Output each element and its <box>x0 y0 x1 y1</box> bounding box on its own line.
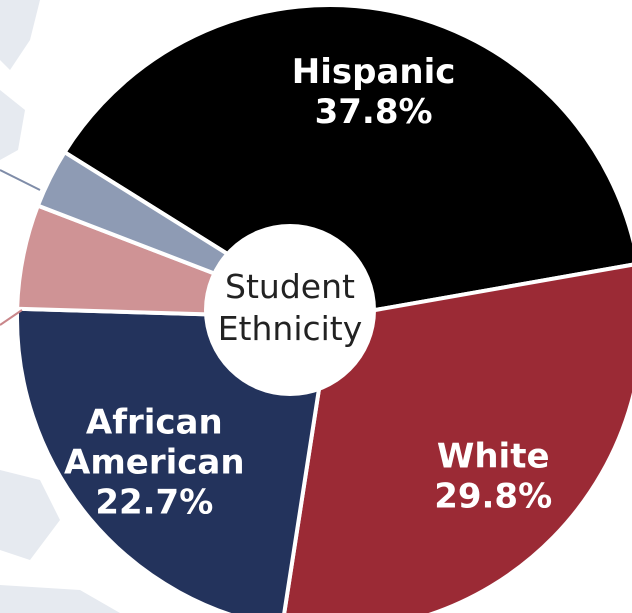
slice-label-2-line-1: American <box>64 443 245 483</box>
leader-line-1 <box>0 169 41 191</box>
leader-line-2 <box>0 309 23 326</box>
map-shape-0 <box>0 0 40 70</box>
leader-lines <box>0 169 41 326</box>
center-label: Student Ethnicity <box>218 267 363 348</box>
center-label-line-1: Student <box>225 267 355 306</box>
map-shape-1 <box>0 90 25 160</box>
slice-label-0-line-0: Hispanic <box>292 52 456 92</box>
map-shape-3 <box>0 585 120 613</box>
slice-label-2-line-2: 22.7% <box>95 483 213 523</box>
background-map-decoration <box>0 0 120 613</box>
pie-slice-1 <box>282 262 632 613</box>
slice-label-1-line-0: White <box>437 436 550 476</box>
slice-label-2-line-0: African <box>86 403 223 443</box>
center-label-line-2: Ethnicity <box>218 309 363 348</box>
map-shape-2 <box>0 470 60 560</box>
slice-label-1-line-1: 29.8% <box>434 476 552 516</box>
donut-hole <box>204 224 376 396</box>
slice-label-0-line-1: 37.8% <box>315 92 433 132</box>
